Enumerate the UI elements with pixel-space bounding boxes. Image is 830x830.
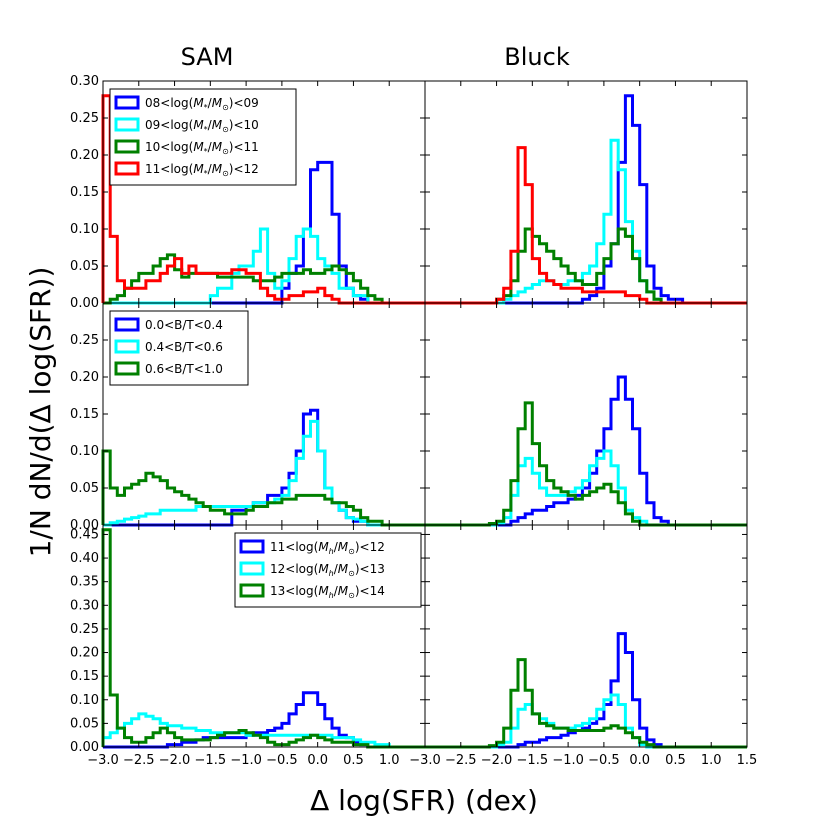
legend-swatch bbox=[114, 361, 140, 376]
hist-sam-r2-s3 bbox=[101, 449, 425, 527]
x-tick-label: 1.5 bbox=[737, 753, 758, 768]
hist-bluck-r1-s4 bbox=[425, 146, 747, 305]
legend-entry-label: 0.0<B/T<0.4 bbox=[145, 318, 223, 332]
x-tick-label: −3.0 bbox=[87, 753, 119, 768]
x-tick-label: −1.0 bbox=[552, 753, 584, 768]
y-tick-label: 0.00 bbox=[70, 518, 99, 533]
y-tick-label: 0.05 bbox=[70, 259, 99, 274]
x-tick-label: 0.0 bbox=[629, 753, 650, 768]
legend-entry-label: 09<log(M*/M⊙)<10 bbox=[145, 118, 259, 134]
x-tick-label: −1.0 bbox=[230, 753, 262, 768]
y-tick-label: 0.05 bbox=[70, 481, 99, 496]
y-tick-label: 0.10 bbox=[70, 444, 99, 459]
x-tick-label: −2.0 bbox=[159, 753, 191, 768]
y-tick-label: 0.15 bbox=[70, 669, 99, 684]
y-tick-label: 0.20 bbox=[70, 148, 99, 163]
x-tick-label: −1.5 bbox=[517, 753, 549, 768]
y-tick-label: 0.15 bbox=[70, 185, 99, 200]
y-tick-label: 0.30 bbox=[70, 598, 99, 613]
legend-entry-label: 0.4<B/T<0.6 bbox=[145, 340, 223, 354]
legend-swatch bbox=[114, 161, 140, 176]
legend-entry-label: 10<log(M*/M⊙)<11 bbox=[145, 140, 259, 156]
legend-entry-label: 08<log(M*/M⊙)<09 bbox=[145, 96, 259, 112]
legend-entry-label: 12<log(Mh/M⊙)<13 bbox=[270, 562, 385, 578]
column-title-bluck: Bluck bbox=[504, 43, 570, 71]
legend-row-3: 11<log(Mh/M⊙)<12 12<log(Mh/M⊙)<13 13<log(M… bbox=[234, 532, 422, 608]
panel-bluck-row-1 bbox=[424, 80, 748, 305]
hist-sam-r3-s3 bbox=[101, 528, 425, 749]
panel-sam-row-2: 0.00 0.05 0.10 0.15 0.20 0.25 0.0<B/T<0.4 0.4<B… bbox=[70, 302, 426, 533]
hist-sam-r1-s3 bbox=[103, 253, 425, 305]
y-tick-label: 0.40 bbox=[70, 551, 99, 566]
y-tick-label: 0.25 bbox=[70, 333, 99, 348]
x-tick-label: −0.5 bbox=[266, 753, 298, 768]
x-tick-label: −2.0 bbox=[481, 753, 513, 768]
legend-swatch bbox=[239, 561, 265, 576]
y-tick-label: 0.25 bbox=[70, 111, 99, 126]
legend-box bbox=[234, 532, 422, 608]
hist-bluck-r3-s2 bbox=[425, 693, 747, 749]
x-axis-label: Δ log(SFR) (dex) bbox=[310, 784, 538, 817]
y-tick-label: 0.35 bbox=[70, 575, 99, 590]
legend-entry-label: 0.6<B/T<1.0 bbox=[145, 362, 223, 376]
legend-entry-label: 11<log(Mh/M⊙)<12 bbox=[270, 540, 385, 556]
panel-sam-row-1: 0.00 0.05 0.10 0.15 0.20 0.25 0.30 08<log(M*/M⊙… bbox=[70, 74, 426, 311]
legend-swatch bbox=[239, 583, 265, 598]
legend-swatch bbox=[114, 117, 140, 132]
legend-entry-label: 11<log(M*/M⊙)<12 bbox=[145, 162, 259, 178]
x-tick-label: 0.5 bbox=[665, 753, 686, 768]
panel-bluck-row-3: −3.0 −2.5 −2.0 −1.5 −1.0 −0.5 0.0 0.5 1.0 1.5 bbox=[409, 524, 758, 768]
legend-swatch bbox=[239, 539, 265, 554]
legend-row-2: 0.0<B/T<0.4 0.4<B/T<0.6 0.6<B/T<1.0 bbox=[109, 310, 249, 386]
hist-sam-r3-s2 bbox=[101, 712, 425, 749]
x-tick-label: −3.0 bbox=[409, 753, 441, 768]
hist-bluck-r2-s1 bbox=[425, 375, 747, 527]
hist-sam-r2-s2 bbox=[103, 419, 425, 527]
panel-bluck-row-2 bbox=[424, 302, 748, 527]
x-tick-label: 1.0 bbox=[379, 753, 400, 768]
hist-bluck-r1-s2 bbox=[425, 138, 747, 305]
legend-swatch bbox=[114, 317, 140, 332]
hist-bluck-r2-s3 bbox=[425, 401, 747, 527]
x-tick-label: −0.5 bbox=[588, 753, 620, 768]
y-tick-label: 0.00 bbox=[70, 296, 99, 311]
panel-frame bbox=[424, 524, 748, 748]
y-tick-label: 0.20 bbox=[70, 646, 99, 661]
x-tick-label: −2.5 bbox=[123, 753, 155, 768]
y-tick-label: 0.20 bbox=[70, 370, 99, 385]
x-tick-label: −2.5 bbox=[445, 753, 477, 768]
y-tick-label: 0.05 bbox=[70, 716, 99, 731]
hist-sam-r1-s2 bbox=[103, 227, 425, 305]
x-tick-label: 0.0 bbox=[307, 753, 328, 768]
legend-row-1: 08<log(M*/M⊙)<09 09<log(M*/M⊙)<10 10<log(M… bbox=[109, 88, 297, 186]
legend-box bbox=[109, 88, 297, 186]
y-tick-label: 0.10 bbox=[70, 222, 99, 237]
x-tick-label: −1.5 bbox=[195, 753, 227, 768]
legend-swatch bbox=[114, 139, 140, 154]
x-tick-label: 1.0 bbox=[701, 753, 722, 768]
panels-group: 0.00 0.05 0.10 0.15 0.20 0.25 0.30 08<log(M*/M⊙… bbox=[70, 74, 757, 768]
y-tick-label: 0.45 bbox=[70, 527, 99, 542]
legend-swatch bbox=[114, 339, 140, 354]
x-tick-label: 0.5 bbox=[343, 753, 364, 768]
legend-entry-label: 13<log(Mh/M⊙)<14 bbox=[270, 584, 385, 600]
y-axis-label: 1/N dN/d(Δ log(SFR)) bbox=[24, 267, 57, 558]
y-tick-label: 0.15 bbox=[70, 407, 99, 422]
legend-swatch bbox=[114, 95, 140, 110]
y-tick-label: 0.30 bbox=[70, 74, 99, 89]
panel-frame bbox=[424, 302, 748, 526]
y-tick-label: 0.10 bbox=[70, 693, 99, 708]
panel-frame bbox=[424, 80, 748, 304]
y-tick-label: 0.25 bbox=[70, 622, 99, 637]
column-title-sam: SAM bbox=[181, 43, 234, 71]
y-tick-label: 0.00 bbox=[70, 740, 99, 755]
hist-bluck-r3-s3 bbox=[425, 658, 747, 749]
panel-sam-row-3: 0.00 0.05 0.10 0.15 0.20 0.25 0.30 0.35 0.40 0.45… bbox=[70, 524, 426, 768]
